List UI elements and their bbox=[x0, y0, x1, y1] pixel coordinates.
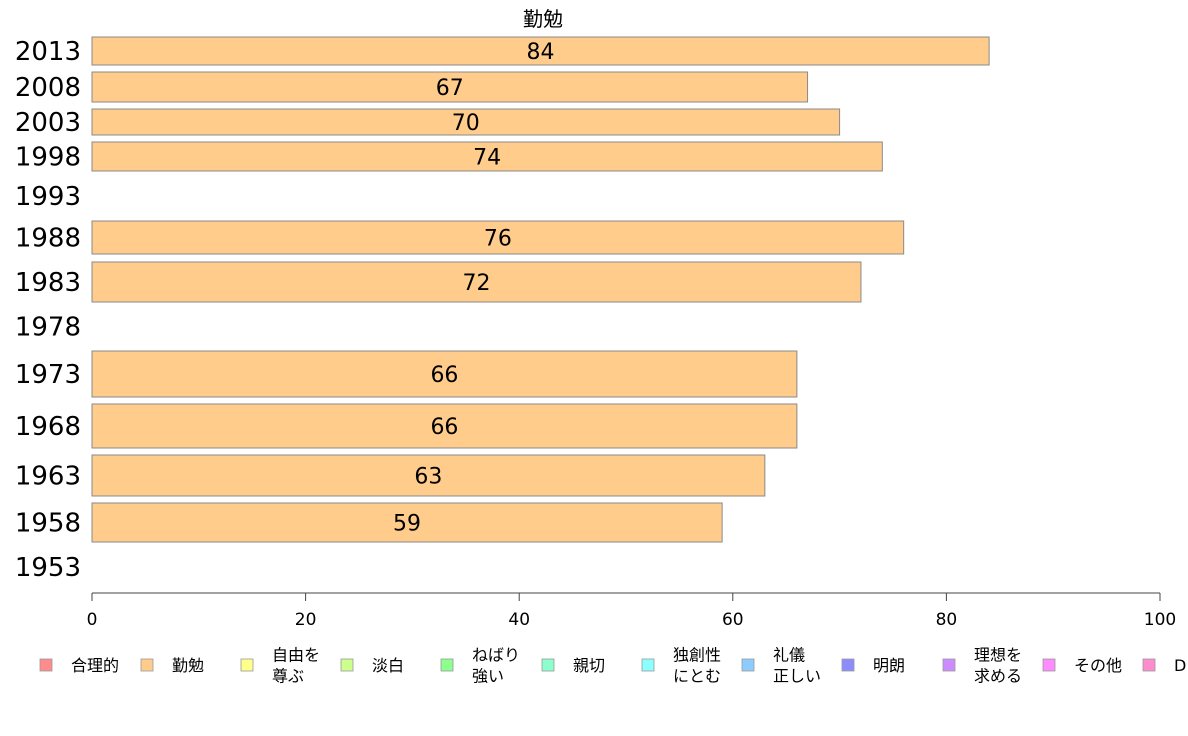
x-tick-label: 20 bbox=[295, 610, 317, 630]
x-tick-label: 60 bbox=[722, 610, 744, 630]
legend-swatch bbox=[340, 658, 354, 672]
legend-label: D bbox=[1174, 656, 1186, 675]
legend-item: 勤勉 bbox=[140, 656, 204, 675]
data-label: 59 bbox=[393, 512, 421, 537]
bar bbox=[91, 36, 990, 66]
category-label: 1983 bbox=[15, 268, 81, 298]
legend-swatch bbox=[140, 658, 154, 672]
data-label: 70 bbox=[452, 111, 480, 136]
x-tick-label: 80 bbox=[936, 610, 958, 630]
legend-swatch bbox=[1042, 658, 1056, 672]
category-label: 1953 bbox=[15, 553, 81, 583]
x-tick-label: 100 bbox=[1144, 610, 1176, 630]
bar bbox=[91, 220, 905, 255]
category-label: 1973 bbox=[15, 360, 81, 390]
legend-item: その他 bbox=[1042, 656, 1122, 675]
x-tick-label: 0 bbox=[87, 610, 98, 630]
category-label: 2013 bbox=[15, 37, 81, 67]
category-label: 2003 bbox=[15, 108, 81, 138]
bar bbox=[91, 71, 809, 103]
legend: 合理的 勤勉 自由を尊ぶ 淡白 ねばり強い 親切 独創性にとむ 礼儀正しい 明朗 理想を求める その… bbox=[39, 646, 1186, 686]
legend-label: 礼儀正しい bbox=[773, 646, 821, 686]
category-label: 1968 bbox=[15, 412, 81, 442]
category-label: 1993 bbox=[15, 182, 81, 212]
legend-item: 自由を尊ぶ bbox=[240, 646, 320, 686]
data-label: 74 bbox=[473, 146, 501, 171]
legend-item: 淡白 bbox=[340, 656, 404, 675]
category-label: 1958 bbox=[15, 509, 81, 539]
legend-label: その他 bbox=[1074, 656, 1122, 675]
legend-label: 自由を尊ぶ bbox=[272, 646, 320, 686]
bar bbox=[91, 502, 723, 543]
category-labels: 2013 2008 2003 1998 1993 1988 1983 1978 1973 1968… bbox=[15, 37, 81, 583]
legend-label: 親切 bbox=[573, 656, 605, 675]
legend-label: 独創性にとむ bbox=[673, 646, 721, 686]
legend-item: ねばり強い bbox=[440, 646, 520, 686]
chart-title: 勤勉 bbox=[523, 7, 563, 31]
legend-swatch bbox=[841, 658, 855, 672]
data-label: 63 bbox=[414, 465, 442, 490]
legend-item: 独創性にとむ bbox=[641, 646, 721, 686]
legend-swatch bbox=[641, 658, 655, 672]
bar bbox=[91, 261, 862, 303]
data-label: 66 bbox=[430, 363, 458, 388]
legend-swatch bbox=[440, 658, 454, 672]
bar bbox=[91, 350, 798, 398]
data-label: 76 bbox=[484, 227, 512, 252]
data-label: 66 bbox=[430, 415, 458, 440]
x-axis: 0 20 40 60 80 100 bbox=[87, 592, 1176, 630]
legend-label: 合理的 bbox=[71, 656, 119, 675]
legend-swatch bbox=[741, 658, 755, 672]
legend-item: 明朗 bbox=[841, 656, 905, 675]
category-label: 1998 bbox=[15, 143, 81, 173]
bar bbox=[91, 108, 841, 136]
legend-swatch bbox=[240, 658, 254, 672]
category-label: 1988 bbox=[15, 224, 81, 254]
legend-label: 勤勉 bbox=[172, 656, 204, 675]
legend-item: 礼儀正しい bbox=[741, 646, 821, 686]
legend-label: 明朗 bbox=[873, 656, 905, 675]
bar bbox=[91, 454, 766, 497]
legend-swatch bbox=[1142, 658, 1156, 672]
bars-group: 84 67 70 74 76 72 66 66 63 59 bbox=[91, 36, 990, 543]
legend-item: 親切 bbox=[541, 656, 605, 675]
legend-label: ねばり強い bbox=[472, 646, 520, 686]
bar bbox=[91, 403, 798, 449]
legend-label: 淡白 bbox=[372, 656, 404, 675]
data-label: 84 bbox=[527, 40, 555, 65]
legend-swatch bbox=[39, 658, 53, 672]
data-label: 67 bbox=[436, 76, 464, 101]
legend-item: 合理的 bbox=[39, 656, 119, 675]
data-label: 72 bbox=[462, 271, 490, 296]
legend-label: 理想を求める bbox=[974, 646, 1022, 686]
legend-item: 理想を求める bbox=[942, 646, 1022, 686]
category-label: 1978 bbox=[15, 313, 81, 343]
bar bbox=[91, 141, 883, 172]
legend-swatch bbox=[541, 658, 555, 672]
legend-item: D bbox=[1142, 656, 1186, 675]
x-tick-label: 40 bbox=[508, 610, 530, 630]
category-label: 2008 bbox=[15, 73, 81, 103]
category-label: 1963 bbox=[15, 462, 81, 492]
legend-swatch bbox=[942, 658, 956, 672]
